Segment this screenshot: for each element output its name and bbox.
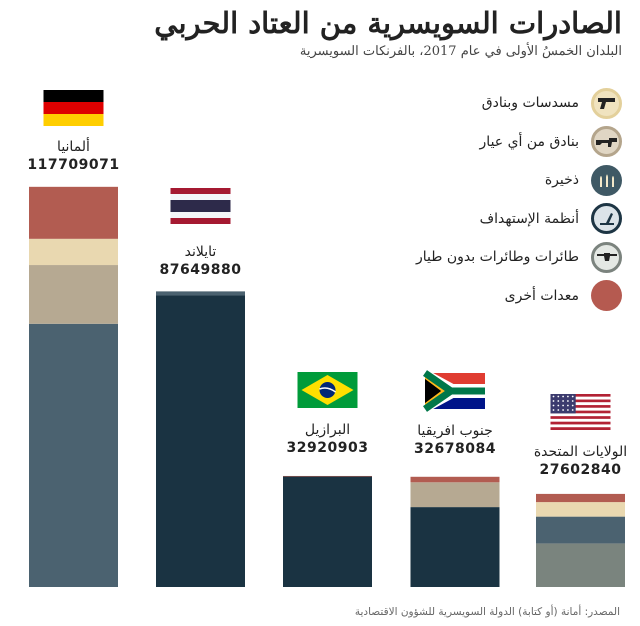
country-label: تايلاند (185, 244, 217, 260)
usa-flag (550, 394, 611, 430)
targeting-system-icon (591, 203, 622, 235)
value-label: 32678084 (414, 441, 496, 457)
value-label: 117709071 (27, 157, 119, 173)
legend-label: طائرات وطائرات بدون طيار (416, 249, 579, 266)
bar-segment-targeting (156, 295, 245, 587)
country-label: جنوب افريقيا (417, 423, 493, 439)
bar-segment-rifles (29, 265, 118, 324)
bar-segment-other (410, 476, 500, 483)
thailand-flag (170, 188, 231, 224)
bar-segment-aircraft (536, 543, 625, 587)
legend-label: بنادق من أي عيار (479, 133, 579, 150)
chart-subtitle: البلدان الخمسُ الأولى في عام 2017، بالفر… (299, 44, 622, 59)
bar-segment-ammunition (156, 291, 245, 296)
country-label: الولايات المتحدة (534, 444, 627, 460)
bar-segment-ammunition (536, 516, 625, 544)
bar-segment-targeting (410, 507, 500, 587)
pistol-icon (591, 87, 622, 119)
legend-item-targeting: أنظمة الإستهداف (402, 200, 622, 239)
bar-segment-rifles (410, 482, 500, 508)
rifle-icon (591, 126, 622, 158)
legend-item-aircraft: طائرات وطائرات بدون طيار (402, 238, 622, 277)
source-note: المصدر: أمانة (أو كتابة) الدولة السويسري… (354, 606, 620, 618)
brazil-flag (297, 372, 358, 408)
legend-label: مسدسات وبنادق (481, 95, 579, 112)
aircraft-drone-icon (591, 241, 622, 273)
ammunition-icon (591, 164, 622, 196)
country-label: ألمانيا (57, 137, 90, 155)
value-label: 87649880 (160, 262, 242, 278)
bar-segment-firearms (536, 502, 625, 517)
legend-item-ammunition: ذخيرة (402, 161, 622, 200)
other-equipment-icon (591, 280, 622, 312)
bar-segment-other (29, 186, 118, 239)
bar-segment-other (283, 475, 372, 477)
legend-item-firearms: مسدسات وبنادق (402, 84, 622, 123)
bar-segment-firearms (29, 238, 118, 266)
value-label: 27602840 (540, 462, 622, 478)
legend-label: ذخيرة (544, 172, 579, 189)
legend-item-rifles: بنادق من أي عيار (402, 123, 622, 162)
chart-title: الصادرات السويسرية من العتاد الحربي (154, 6, 622, 40)
bar-segment-ammunition (29, 323, 118, 587)
legend: مسدسات وبنادق بنادق من أي عيار ذخيرة أنظ… (402, 84, 622, 315)
bar-segment-other (536, 493, 625, 503)
country-label: البرازيل (305, 422, 350, 438)
legend-item-other: معدات أخرى (402, 277, 622, 316)
germany-flag (43, 90, 104, 126)
legend-label: أنظمة الإستهداف (479, 210, 579, 227)
legend-label: معدات أخرى (504, 287, 579, 304)
south-africa-flag (423, 370, 485, 412)
bar-segment-targeting (283, 476, 372, 587)
value-label: 32920903 (287, 440, 369, 456)
